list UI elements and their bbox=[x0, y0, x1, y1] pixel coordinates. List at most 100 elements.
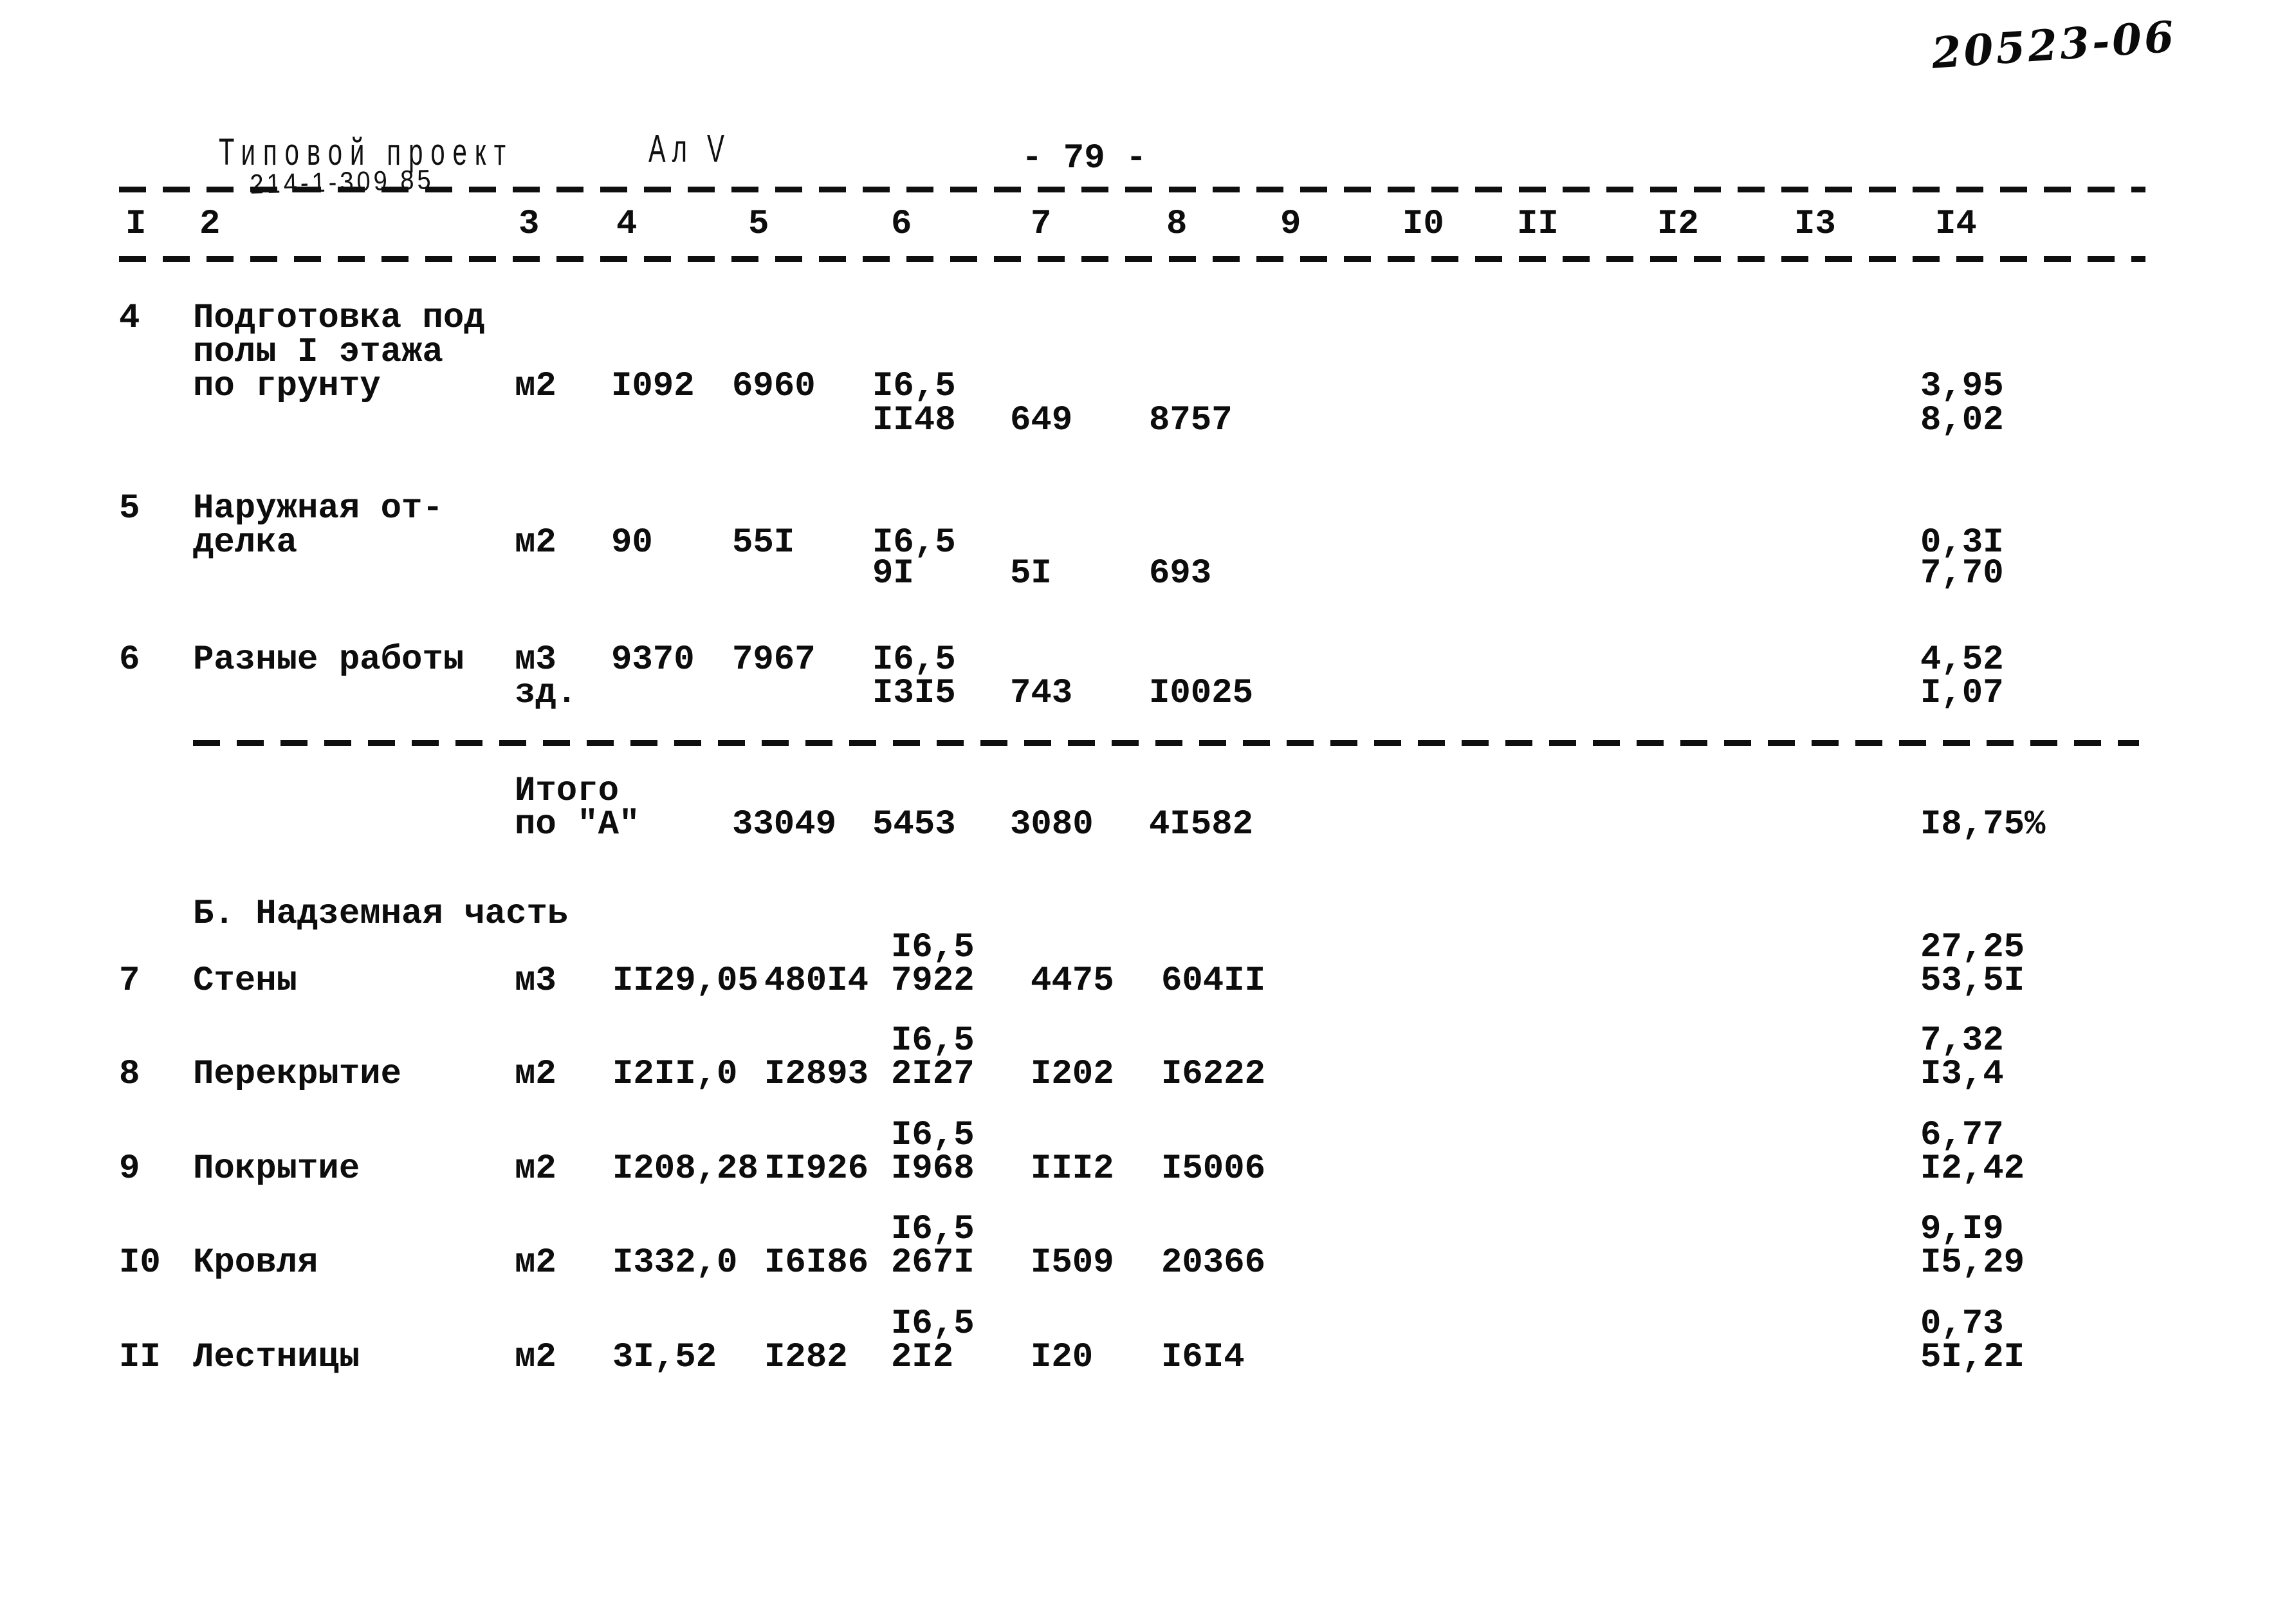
table-cell: I6222 bbox=[1161, 1055, 1266, 1094]
table-cell: Покрытие bbox=[193, 1149, 360, 1189]
table-cell: 7967 bbox=[732, 640, 816, 680]
table-cell: 27,25 bbox=[1920, 928, 2025, 967]
table-cell: 604II bbox=[1161, 961, 1266, 1001]
table-cell: 6960 bbox=[732, 367, 816, 406]
column-number: I3 bbox=[1794, 205, 1836, 244]
column-number: I2 bbox=[1657, 205, 1699, 244]
table-cell: 480I4 bbox=[764, 961, 869, 1001]
table-cell: 5I,2I bbox=[1920, 1338, 2025, 1377]
stamp-project-title: Типовой проект bbox=[219, 132, 514, 173]
table-cell: 743 bbox=[1010, 674, 1073, 713]
table-cell: III2 bbox=[1031, 1149, 1114, 1189]
handwritten-doc-number: 20523-06 bbox=[1930, 11, 2178, 79]
table-cell: 4475 bbox=[1031, 961, 1114, 1001]
table-cell: м2 bbox=[515, 1243, 556, 1283]
table-cell: I3I5 bbox=[872, 674, 956, 713]
table-cell: I6,5 bbox=[891, 1021, 975, 1061]
table-cell: 693 bbox=[1149, 554, 1212, 593]
stamp-album-mark: Ал V bbox=[648, 128, 731, 171]
table-cell: I0025 bbox=[1149, 674, 1254, 713]
column-number: 3 bbox=[519, 205, 540, 244]
column-number: 4 bbox=[616, 205, 638, 244]
table-cell: 9370 bbox=[611, 640, 695, 680]
column-number: I4 bbox=[1935, 205, 1977, 244]
table-cell: м2 bbox=[515, 523, 556, 562]
column-number: 9 bbox=[1280, 205, 1301, 244]
section-b-title: Б. Надземная часть bbox=[193, 894, 569, 934]
table-cell: I6,5 bbox=[872, 523, 956, 562]
table-cell: 5I bbox=[1010, 554, 1052, 593]
table-cell: м3 bbox=[515, 640, 556, 680]
table-cell: I2893 bbox=[764, 1055, 869, 1094]
table-cell: Кровля bbox=[193, 1243, 318, 1283]
column-number: 7 bbox=[1031, 205, 1052, 244]
table-cell: 649 bbox=[1010, 401, 1073, 440]
dashed-divider-under-header bbox=[119, 256, 2145, 262]
table-cell: I,07 bbox=[1920, 674, 2004, 713]
table-cell: I5006 bbox=[1161, 1149, 1266, 1189]
table-cell: I8,75% bbox=[1920, 805, 2046, 844]
table-cell: 7,70 bbox=[1920, 554, 2004, 593]
table-cell: Разные работы bbox=[193, 640, 464, 680]
table-cell: 3,95 bbox=[1920, 367, 2004, 406]
table-cell: 7 bbox=[119, 961, 140, 1001]
table-cell: 3I,52 bbox=[612, 1338, 717, 1377]
column-number: I bbox=[125, 205, 147, 244]
table-cell: 9I bbox=[872, 554, 914, 593]
stamp-project-number: 214-1-309.85 bbox=[249, 165, 435, 200]
table-cell: м2 bbox=[515, 367, 556, 406]
table-cell: I5,29 bbox=[1920, 1243, 2025, 1283]
dashed-divider-top bbox=[119, 187, 2145, 192]
table-cell: 90 bbox=[611, 523, 653, 562]
table-cell: I6,5 bbox=[891, 928, 975, 967]
table-cell: Подготовка под bbox=[193, 299, 485, 338]
table-cell: зд. bbox=[515, 674, 578, 713]
table-cell: I6,5 bbox=[872, 640, 956, 680]
table-cell: I968 bbox=[891, 1149, 975, 1189]
table-cell: I6,5 bbox=[872, 367, 956, 406]
column-number: 6 bbox=[891, 205, 912, 244]
table-cell: I2,42 bbox=[1920, 1149, 2025, 1189]
table-cell: I0 bbox=[119, 1243, 161, 1283]
table-cell: I092 bbox=[611, 367, 695, 406]
table-cell: 33049 bbox=[732, 805, 837, 844]
table-cell: I3,4 bbox=[1920, 1055, 2004, 1094]
table-cell: 5 bbox=[119, 489, 140, 528]
table-cell: 8,02 bbox=[1920, 401, 2004, 440]
table-cell: 53,5I bbox=[1920, 961, 2025, 1001]
column-number: 5 bbox=[748, 205, 769, 244]
table-cell: Наружная от- bbox=[193, 489, 443, 528]
table-cell: 2I2 bbox=[891, 1338, 954, 1377]
table-cell: I20 bbox=[1031, 1338, 1094, 1377]
table-cell: I2II,0 bbox=[612, 1055, 738, 1094]
table-cell: I6,5 bbox=[891, 1304, 975, 1344]
table-cell: 0,73 bbox=[1920, 1304, 2004, 1344]
table-cell: I208,28 bbox=[612, 1149, 758, 1189]
table-cell: I6,5 bbox=[891, 1210, 975, 1249]
table-cell: м2 bbox=[515, 1055, 556, 1094]
table-cell: 8757 bbox=[1149, 401, 1233, 440]
table-cell: 4I582 bbox=[1149, 805, 1254, 844]
table-cell: I332,0 bbox=[612, 1243, 738, 1283]
table-cell: 55I bbox=[732, 523, 795, 562]
table-cell: I509 bbox=[1031, 1243, 1114, 1283]
table-cell: Лестницы bbox=[193, 1338, 360, 1377]
table-cell: 9,I9 bbox=[1920, 1210, 2004, 1249]
table-cell: I282 bbox=[764, 1338, 848, 1377]
table-cell: по грунту bbox=[193, 367, 381, 406]
table-cell: Перекрытие bbox=[193, 1055, 402, 1094]
table-cell: 9 bbox=[119, 1149, 140, 1189]
table-cell: 6,77 bbox=[1920, 1116, 2004, 1155]
table-cell: 4,52 bbox=[1920, 640, 2004, 680]
table-cell: 7922 bbox=[891, 961, 975, 1001]
table-cell: 3080 bbox=[1010, 805, 1094, 844]
page-number: - 79 - bbox=[1022, 139, 1147, 178]
table-cell: м2 bbox=[515, 1338, 556, 1377]
table-cell: 0,3I bbox=[1920, 523, 2004, 562]
table-cell: 8 bbox=[119, 1055, 140, 1094]
table-cell: II48 bbox=[872, 401, 956, 440]
table-cell: I202 bbox=[1031, 1055, 1114, 1094]
table-cell: 6 bbox=[119, 640, 140, 680]
table-cell: делка bbox=[193, 523, 298, 562]
